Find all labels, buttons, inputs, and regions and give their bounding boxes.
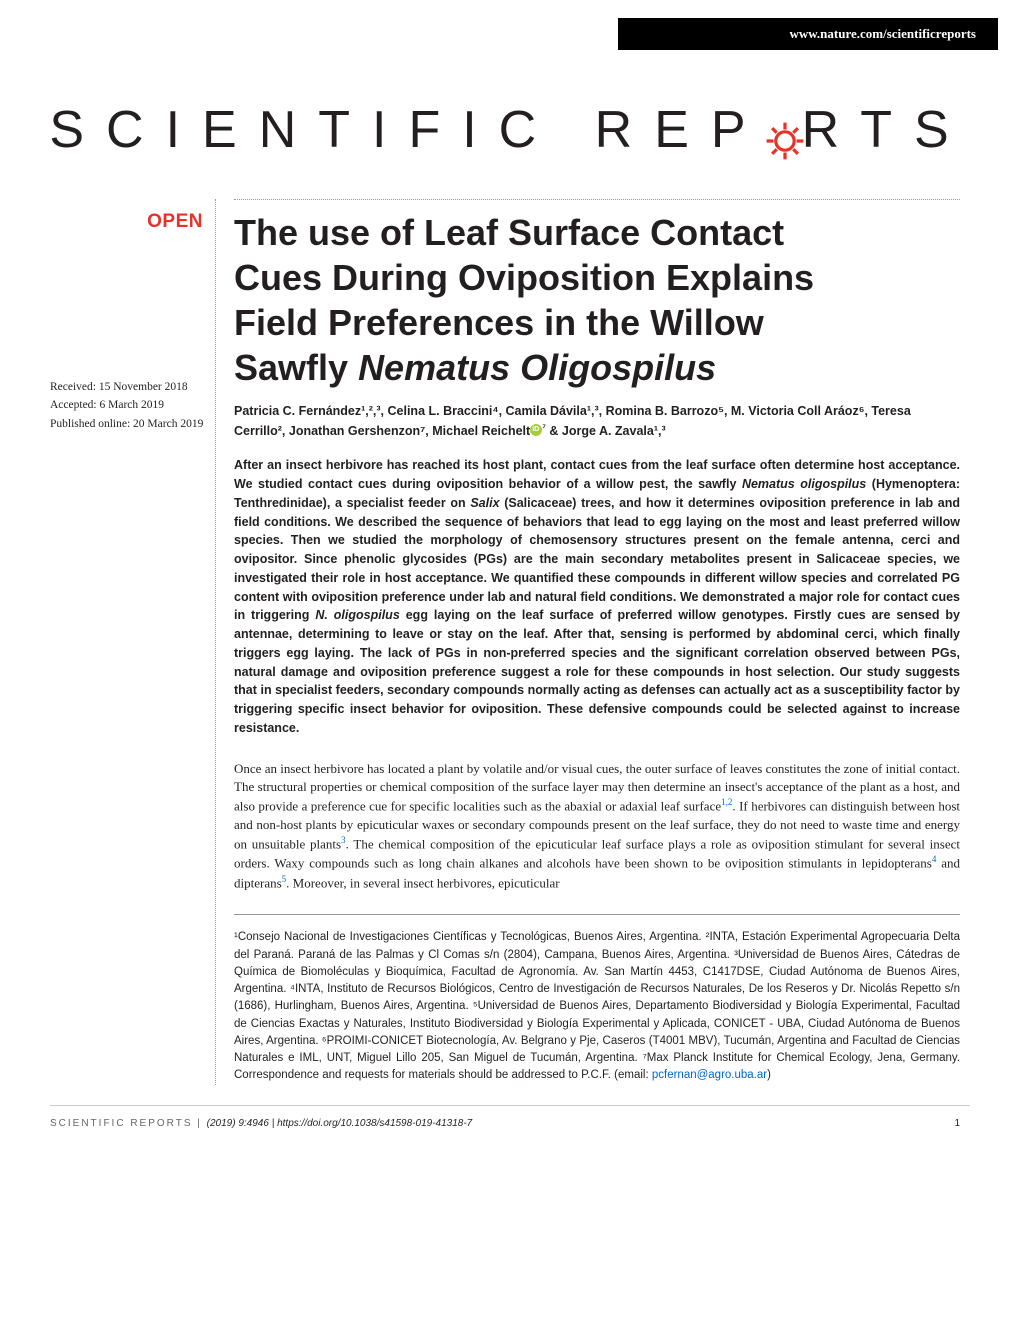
accepted-date: Accepted: 6 March 2019 [50,396,215,414]
authors-text-end: & Jorge A. Zavala¹,³ [546,424,666,438]
masthead-text-rts: RTS [802,101,971,159]
page-footer: SCIENTIFIC REPORTS | (2019) 9:4946 | htt… [0,1106,1020,1159]
footer-separator: | [193,1118,207,1129]
affiliations-block: ¹Consejo Nacional de Investigaciones Cie… [234,914,960,1084]
author-list: Patricia C. Fernández¹,²,³, Celina L. Br… [234,402,960,441]
open-access-badge: OPEN [50,211,215,233]
abstract: After an insect herbivore has reached it… [234,456,960,737]
main-content: The use of Leaf Surface Contact Cues Dur… [215,199,960,1085]
article-title: The use of Leaf Surface Contact Cues Dur… [234,210,960,390]
abstract-species-1: Nematus oligospilus [742,477,866,491]
body-paragraph-1: Once an insect herbivore has located a p… [234,760,960,893]
title-species-name: Nematus Oligospilus [358,347,716,388]
orcid-icon[interactable] [530,424,542,436]
correspondence-email[interactable]: pcfernan@agro.uba.ar [652,1069,767,1081]
journal-url-banner[interactable]: www.nature.com/scientificreports [618,18,998,50]
masthead-text-part1: SCIENTIFIC [49,101,594,159]
publication-dates: Received: 15 November 2018 Accepted: 6 M… [50,378,215,433]
journal-masthead: SCIENTIFIC REP RTS [0,50,1020,179]
body-p5: . Moreover, in several insect herbivores… [286,875,559,890]
citation-ref-1[interactable]: 1,2 [721,797,732,807]
abstract-p4: egg laying on the leaf surface of prefer… [234,608,960,735]
title-line-3: Field Preferences in the Willow [234,302,764,343]
footer-citation: SCIENTIFIC REPORTS | (2019) 9:4946 | htt… [50,1118,472,1129]
page-number: 1 [954,1118,960,1129]
content-area: OPEN Received: 15 November 2018 Accepted… [0,179,1020,1105]
title-line-4-part1: Sawfly [234,347,358,388]
top-divider [234,199,960,200]
title-line-2: Cues During Oviposition Explains [234,257,814,298]
affiliations-text: ¹Consejo Nacional de Investigaciones Cie… [234,931,960,1081]
published-date: Published online: 20 March 2019 [50,415,215,433]
received-date: Received: 15 November 2018 [50,378,215,396]
journal-url-text: www.nature.com/scientificreports [789,26,976,41]
abstract-genus-1: Salix [470,496,499,510]
title-line-1: The use of Leaf Surface Contact [234,212,784,253]
footer-citation-text: (2019) 9:4946 | https://doi.org/10.1038/… [207,1118,473,1129]
footer-journal-name: SCIENTIFIC REPORTS [50,1118,193,1129]
masthead-text-rep: REP [595,101,768,159]
abstract-species-2: N. oligospilus [315,608,399,622]
abstract-p3: (Salicaceae) trees, and how it determine… [234,496,960,623]
left-sidebar: OPEN Received: 15 November 2018 Accepted… [50,199,215,1085]
affiliations-text-end: ) [767,1069,771,1081]
